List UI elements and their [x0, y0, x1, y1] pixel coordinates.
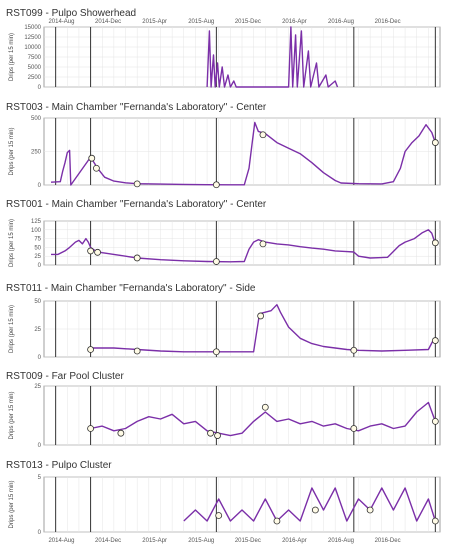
data-marker: [257, 312, 265, 320]
series-line: [51, 229, 436, 263]
series-line: [50, 121, 436, 186]
y-tick-label: 25: [34, 327, 41, 333]
x-tick-label: 2016-Aug: [328, 538, 354, 544]
data-marker: [215, 512, 223, 519]
panel-title: RST011 - Main Chamber "Fernanda's Labora…: [6, 283, 256, 294]
y-tick-label: 25: [34, 384, 41, 390]
data-marker: [87, 425, 94, 432]
data-marker: [87, 346, 94, 353]
y-tick-label: 5: [38, 475, 42, 481]
x-tick-label: 2014-Aug: [48, 538, 74, 544]
data-marker: [431, 517, 439, 525]
y-axis-label: Drips (per 15 min): [9, 127, 15, 175]
x-tick-label: 2016-Dec: [375, 19, 401, 25]
data-marker: [431, 417, 439, 425]
data-marker: [87, 247, 94, 255]
series-line: [183, 487, 436, 522]
data-marker: [212, 258, 220, 265]
y-tick-label: 5000: [28, 65, 42, 71]
y-axis-label: Drips (per 15 min): [9, 480, 15, 528]
panel-6: RST013 - Pulpo Cluster 0 5 Drips (per 15 mi…: [6, 460, 441, 544]
x-tick-label: 2015-Apr: [142, 19, 167, 25]
y-tick-label: 100: [31, 228, 42, 234]
panel-title: RST001 - Main Chamber "Fernanda's Labora…: [6, 199, 267, 210]
panel-title: RST003 - Main Chamber "Fernanda's Labora…: [6, 102, 267, 113]
panel-3: RST001 - Main Chamber "Fernanda's Labora…: [6, 199, 441, 269]
data-marker: [207, 429, 214, 437]
data-marker: [273, 517, 281, 525]
y-tick-label: 125: [31, 219, 42, 225]
x-tick-label: 2014-Dec: [95, 19, 121, 25]
data-marker: [212, 181, 220, 189]
y-tick-label: 12500: [24, 35, 41, 41]
x-tick-label: 2016-Apr: [282, 538, 307, 544]
x-tick-label: 2015-Apr: [142, 538, 167, 544]
data-marker: [259, 240, 267, 248]
series-line: [206, 26, 339, 88]
panel-title: RST009 - Far Pool Cluster: [6, 371, 124, 382]
panel-4: RST011 - Main Chamber "Fernanda's Labora…: [6, 283, 441, 361]
panel-title: RST099 - Pulpo Showerhead: [6, 8, 136, 19]
y-axis-label: Drips (per 15 min): [9, 391, 15, 439]
y-tick-label: 10000: [24, 45, 41, 51]
x-tick-label: 2016-Aug: [328, 19, 354, 25]
x-tick-label: 2015-Aug: [188, 19, 214, 25]
y-tick-label: 2500: [28, 75, 42, 81]
y-axis-label: Drips (per 15 min): [9, 219, 15, 267]
x-tick-label: 2016-Dec: [375, 538, 401, 544]
y-tick-label: 0: [38, 263, 42, 269]
y-axis-label: Drips (per 15 min): [9, 305, 15, 353]
y-tick-label: 75: [34, 237, 41, 243]
data-marker: [212, 348, 220, 356]
y-tick-label: 15000: [24, 25, 41, 31]
y-tick-label: 0: [38, 443, 42, 449]
data-marker: [214, 432, 221, 439]
x-tick-label: 2015-Dec: [235, 538, 261, 544]
data-marker: [133, 347, 141, 355]
x-tick-label: 2015-Dec: [235, 19, 261, 25]
y-tick-label: 50: [34, 299, 41, 305]
data-marker: [259, 131, 267, 139]
y-tick-label: 7500: [28, 55, 42, 61]
data-marker: [431, 337, 439, 344]
data-marker: [350, 425, 358, 432]
data-marker: [431, 239, 439, 247]
panel-1: RST099 - Pulpo Showerhead 0 2500 5000 7500 10…: [6, 8, 441, 91]
panel-5: RST009 - Far Pool Cluster 0 25 Drips (per 1…: [6, 371, 441, 449]
series-line: [90, 401, 436, 437]
panel-title: RST013 - Pulpo Cluster: [6, 460, 112, 471]
data-marker: [431, 139, 439, 146]
y-tick-label: 25: [34, 254, 41, 260]
data-marker: [261, 403, 269, 411]
x-tick-label: 2015-Aug: [188, 538, 214, 544]
y-axis-label: Drips (per 15 min): [9, 33, 15, 81]
x-tick-label: 2014-Aug: [48, 19, 74, 25]
series-line: [90, 304, 435, 353]
data-marker: [311, 506, 319, 514]
y-tick-label: 0: [38, 355, 42, 361]
data-marker: [133, 254, 141, 262]
data-marker: [88, 154, 96, 162]
data-marker: [350, 346, 358, 354]
x-tick-label: 2014-Dec: [95, 538, 121, 544]
data-marker: [117, 429, 125, 437]
y-tick-label: 50: [34, 245, 41, 251]
data-marker: [366, 506, 374, 514]
y-tick-label: 0: [38, 183, 42, 189]
x-tick-label: 2016-Apr: [282, 19, 307, 25]
y-tick-label: 250: [31, 150, 42, 156]
y-tick-label: 0: [38, 530, 42, 536]
data-marker: [93, 164, 100, 172]
panel-2: RST003 - Main Chamber "Fernanda's Labora…: [6, 102, 441, 189]
data-marker: [94, 248, 101, 256]
data-marker: [133, 180, 141, 188]
y-tick-label: 500: [31, 116, 42, 122]
y-tick-label: 0: [38, 85, 42, 91]
